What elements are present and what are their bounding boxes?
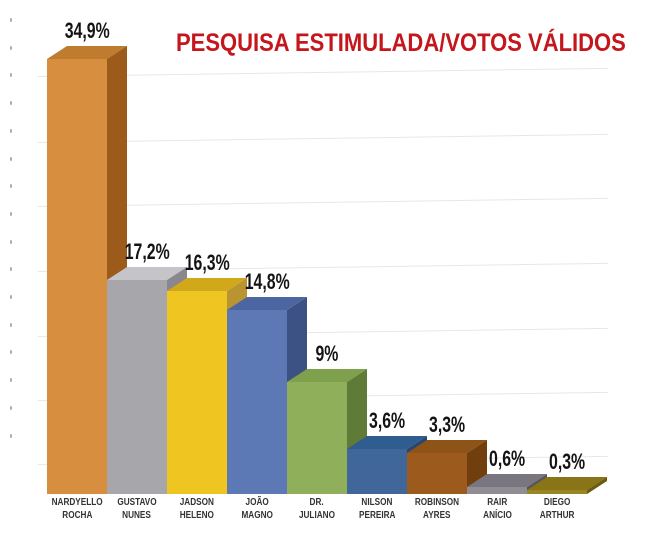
bar-top-face <box>167 278 247 291</box>
axis-tick <box>10 184 12 188</box>
axis-tick <box>10 18 12 22</box>
bar-category-label: NARDYELLO ROCHA <box>51 497 103 521</box>
bar-category-label: DR. JULIANO <box>298 497 336 521</box>
axis-tick <box>10 101 12 105</box>
bar-category-label: GUSTAVO NUNES <box>117 497 157 521</box>
axis-tick <box>10 129 12 133</box>
bar-category-label: JADSON HELENO <box>179 497 215 521</box>
bar-value-label: 3,6% <box>368 408 406 433</box>
bar-top-face <box>527 477 607 490</box>
axis-tick <box>10 350 12 354</box>
bar-category-label: NILSON PEREIRA <box>358 497 396 521</box>
axis-tick <box>10 157 12 161</box>
bar-category-label: JOÃO MAGNO <box>241 497 273 521</box>
bar-category-label: RAIR ANÍCIO <box>482 497 512 521</box>
bar-top-face <box>347 436 427 449</box>
bar-front-face <box>107 280 167 494</box>
bar-value-label: 9% <box>315 341 339 366</box>
axis-tick <box>10 323 12 327</box>
bar-top-face <box>407 440 487 453</box>
bar-value-label: 34,9% <box>64 18 110 43</box>
bar-top-face <box>107 267 187 280</box>
bar-front-face <box>287 382 347 494</box>
bar-value-label: 0,6% <box>488 446 526 471</box>
bar-category-label: ROBINSON AYRES <box>414 497 460 521</box>
axis-tick <box>10 267 12 271</box>
bar-front-face <box>467 487 527 494</box>
bar-value-label: 17,2% <box>124 239 170 264</box>
axis-tick <box>10 406 12 410</box>
chart-title-text: PESQUISA ESTIMULADA/VOTOS VÁLIDOS <box>176 29 626 57</box>
bar-front-face <box>407 453 467 494</box>
axis-tick <box>10 73 12 77</box>
axis-tick <box>10 240 12 244</box>
bar-value-label: 16,3% <box>184 250 230 275</box>
axis-tick <box>10 212 12 216</box>
axis-tick <box>10 295 12 299</box>
chart-title: PESQUISA ESTIMULADA/VOTOS VÁLIDOS <box>176 30 660 56</box>
axis-tick <box>10 434 12 438</box>
bar-front-face <box>47 59 107 494</box>
bar-top-face <box>467 474 547 487</box>
bar-category-label: DIEGO ARTHUR <box>539 497 575 521</box>
bar-value-label: 3,3% <box>428 412 466 437</box>
bar-front-face <box>527 490 587 494</box>
axis-tick <box>10 378 12 382</box>
bar-top-face <box>227 297 307 310</box>
bar-front-face <box>227 310 287 494</box>
bar-front-face <box>167 291 227 494</box>
bar-value-label: 0,3% <box>548 449 586 474</box>
bar-value-label: 14,8% <box>244 269 290 294</box>
axis-tick <box>10 46 12 50</box>
bar-front-face <box>347 449 407 494</box>
bar-top-face <box>47 46 127 59</box>
bar-top-face <box>287 369 367 382</box>
